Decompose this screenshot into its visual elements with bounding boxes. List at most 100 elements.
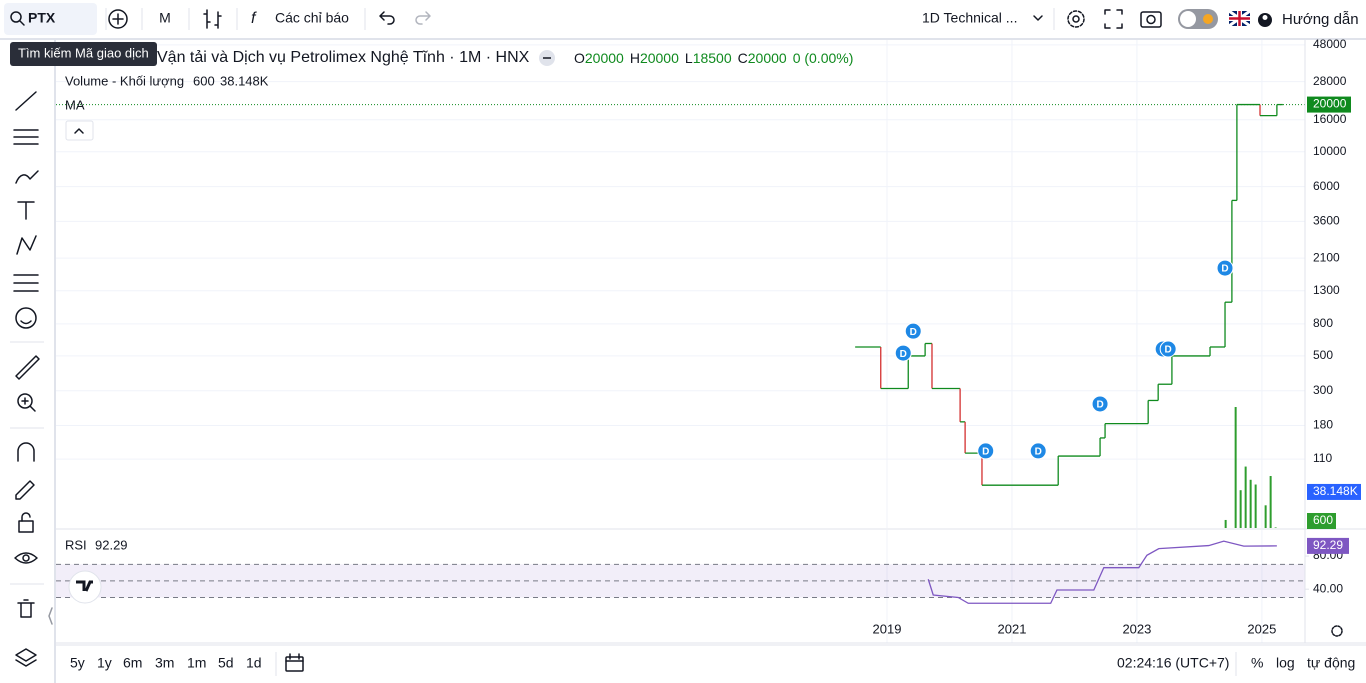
range-button[interactable]: 5d <box>218 655 234 671</box>
prediction-tool[interactable] <box>13 274 39 292</box>
tooltip <box>10 42 157 66</box>
snapshot-button[interactable] <box>1140 11 1162 28</box>
range-button[interactable]: 3m <box>155 655 174 671</box>
range-button[interactable]: 1y <box>97 655 112 671</box>
dividend-label: D <box>1035 447 1042 458</box>
y-tick-label: 180 <box>1313 418 1333 432</box>
volume-ma-axis-label: 38.148K <box>1313 484 1358 498</box>
rsi-pane <box>56 530 1305 643</box>
object-tree[interactable] <box>15 648 37 667</box>
goto-date-button[interactable] <box>285 656 304 672</box>
top-bar <box>0 0 1366 38</box>
symbol-search[interactable] <box>4 3 97 35</box>
x-tick-label: 2025 <box>1247 621 1276 636</box>
y-tick-label: 2100 <box>1313 250 1340 264</box>
range-button[interactable]: 1d <box>246 655 262 671</box>
calendar-icon <box>285 653 304 662</box>
trend-line-tool[interactable] <box>15 91 37 111</box>
dividend-label: D <box>982 447 989 458</box>
percent-toggle[interactable]: % <box>1251 655 1263 671</box>
fib-tool[interactable] <box>13 129 39 145</box>
compare-icon <box>112 13 124 25</box>
range-buttons: 5y 1y 6m 3m 1m 5d 1d <box>70 655 262 671</box>
user-head <box>1262 15 1268 20</box>
range-button[interactable]: 5y <box>70 655 85 671</box>
rsi-legend: RSI <box>65 537 87 552</box>
emoji-smile <box>20 320 32 325</box>
rsi-tag <box>1307 537 1349 554</box>
last-price-label: 20000 <box>1313 97 1347 111</box>
volume-bar <box>1224 519 1227 528</box>
ruler-tool[interactable] <box>15 355 40 380</box>
y-tick-label: 800 <box>1313 316 1333 330</box>
lock-tool[interactable] <box>18 520 34 533</box>
legend-toggle-icon <box>74 128 84 134</box>
redo-button[interactable] <box>415 11 431 25</box>
compare-button[interactable] <box>108 9 128 29</box>
volume-bar <box>1274 527 1277 528</box>
ma-legend: MA <box>65 97 85 112</box>
dividend-label: D <box>1221 264 1228 275</box>
indicators-button[interactable]: Các chỉ báo <box>275 10 349 26</box>
dividend-marker <box>904 322 922 340</box>
dividend-marker <box>1159 340 1177 358</box>
rsi-value: 92.29 <box>95 537 128 552</box>
magnet-tool[interactable] <box>17 442 35 462</box>
emoji-tool[interactable] <box>15 307 37 329</box>
y-tick-label: 1300 <box>1313 283 1340 297</box>
help-link[interactable]: Hướng dẫn <box>1282 11 1359 28</box>
text-tool[interactable] <box>17 201 35 220</box>
range-button[interactable]: 1m <box>187 655 206 671</box>
layout-chevron <box>1033 15 1043 21</box>
ohlc-change: 0 (0.00%) <box>793 50 854 66</box>
undo-button[interactable] <box>379 11 395 25</box>
ohlc-value: 20000 <box>748 50 787 66</box>
price-pane <box>56 40 1305 528</box>
interval[interactable]: M <box>159 10 171 26</box>
ohlc-value: 18500 <box>693 50 732 66</box>
brush-tool[interactable] <box>15 170 39 184</box>
y-tick-label: 6000 <box>1313 179 1340 193</box>
pattern-tool[interactable] <box>16 235 37 255</box>
tooltip-text: Tìm kiếm Mã giao dịch <box>18 45 149 60</box>
indicators-icon: f <box>251 10 257 27</box>
eye-icon <box>22 554 30 562</box>
y-tick-label: 300 <box>1313 383 1333 397</box>
rsi-axis-label: 92.29 <box>1313 538 1343 552</box>
search-icon <box>19 20 25 26</box>
y-tick-label: 28000 <box>1313 74 1347 88</box>
toggle-knob <box>1180 11 1196 27</box>
x-tick-label: 2019 <box>873 621 902 636</box>
axis-settings[interactable] <box>1331 625 1343 637</box>
volume-axis-label: 600 <box>1313 513 1333 527</box>
ohlc-label: L <box>685 50 693 66</box>
collapse-toolbar[interactable] <box>48 607 53 625</box>
settings-button[interactable] <box>1067 10 1085 28</box>
x-tick-label: 2023 <box>1122 621 1151 636</box>
volume-bar <box>1239 490 1242 528</box>
fullscreen-button[interactable] <box>1104 9 1123 29</box>
y-tick-label: 3600 <box>1313 214 1340 228</box>
dividend-label: D <box>1165 345 1172 356</box>
stay-drawing-tool[interactable] <box>15 480 35 500</box>
delete-tool[interactable] <box>17 599 35 618</box>
range-button[interactable]: 6m <box>123 655 142 671</box>
zoom-tool[interactable] <box>17 393 33 409</box>
symbol[interactable]: PTX <box>28 10 56 26</box>
dividend-label: D <box>900 349 907 360</box>
ohlc-value: 20000 <box>585 50 624 66</box>
volume-value: 600 <box>193 73 215 88</box>
dividend-marker <box>1091 395 1109 413</box>
lock-icon <box>21 512 31 522</box>
volume-bar <box>1234 407 1237 528</box>
y-tick-label: 500 <box>1313 348 1333 362</box>
snapshot-icon <box>1146 14 1156 25</box>
auto-toggle[interactable]: tự động <box>1307 655 1355 671</box>
log-toggle[interactable]: log <box>1276 655 1295 671</box>
volume-bar <box>1264 505 1267 528</box>
chart-type-button[interactable] <box>203 9 222 29</box>
volume-bar <box>1244 466 1247 528</box>
layout-menu[interactable]: 1D Technical ... <box>922 10 1017 26</box>
visibility-tool[interactable] <box>14 552 38 564</box>
